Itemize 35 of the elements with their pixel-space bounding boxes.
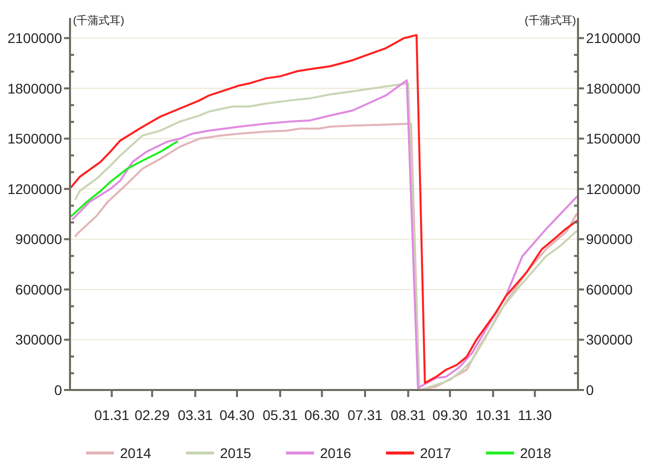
y-tick-label: 900000 <box>15 231 62 248</box>
x-tick-label: 03.31 <box>178 407 213 423</box>
x-tick-label: 06.30 <box>304 407 340 423</box>
y2-tick-label: 1500000 <box>586 130 641 147</box>
x-tick-label: 02.29 <box>134 407 170 423</box>
y2-axis-title: (千蒲式耳) <box>524 14 576 27</box>
line-series <box>70 140 178 218</box>
legend-label: 2016 <box>320 445 352 461</box>
x-tick-label: 05.31 <box>262 407 298 423</box>
x-tick-label: 07.31 <box>348 407 383 423</box>
x-tick-label: 10.31 <box>476 407 511 423</box>
y-tick-label: 600000 <box>15 281 62 298</box>
legend-label: 2018 <box>520 445 552 461</box>
x-tick-label: 11.30 <box>518 407 552 423</box>
y-tick-label: 300000 <box>15 332 62 348</box>
x-tick-label: 09.30 <box>432 407 468 423</box>
legend-label: 2014 <box>120 445 152 461</box>
y2-tick-label: 300000 <box>586 332 633 348</box>
y2-tick-label: 1800000 <box>586 80 641 96</box>
x-tick-label: 04.30 <box>219 407 255 423</box>
y2-tick-label: 2100000 <box>586 30 641 46</box>
y-tick-label: 2100000 <box>7 30 62 46</box>
y2-tick-label: 1200000 <box>586 180 641 197</box>
y-tick-label: 0 <box>54 382 62 398</box>
y-tick-label: 1200000 <box>7 180 62 197</box>
y-tick-label: 1800000 <box>7 80 62 96</box>
y2-tick-label: 900000 <box>586 231 633 248</box>
legend-label: 2015 <box>220 445 252 461</box>
y2-tick-label: 600000 <box>586 281 633 298</box>
y-axis-title: (千蒲式耳) <box>73 14 124 27</box>
legend-label: 2017 <box>420 445 452 461</box>
x-tick-label: 08.31 <box>390 407 426 423</box>
y2-tick-label: 0 <box>586 382 594 398</box>
y-tick-label: 1500000 <box>7 130 62 147</box>
x-tick-label: 01.31 <box>94 407 130 423</box>
